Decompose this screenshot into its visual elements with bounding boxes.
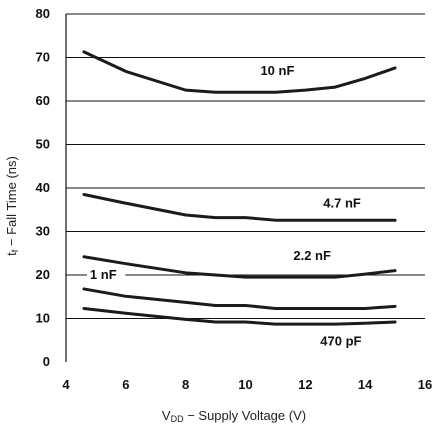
y-axis-label-sub: f [10,249,20,252]
y-tick-label-50: 50 [36,137,50,152]
y-tick-label-20: 20 [36,267,50,282]
y-axis-label-rest: − Fall Time (ns) [4,156,19,250]
series-layer [82,50,397,326]
y-tick-label-80: 80 [36,6,50,21]
series-label-bg-470-pf [317,333,371,350]
y-tick-label-60: 60 [36,93,50,108]
y-tick-label-0: 0 [43,354,50,369]
x-tick-label-6: 6 [122,377,129,392]
tick-label-layer: 0 10 20 30 40 50 60 70 80 4 6 8 10 12 14 16 [36,6,433,392]
series-label-47-nf: 4.7 nF [323,196,361,211]
series-line-47-nf [82,193,397,222]
y-tick-label-40: 40 [36,180,50,195]
series-label-1-nf: 1 nF [90,267,117,282]
x-axis-label-rest: − Supply Voltage (V) [184,408,307,423]
x-axis-label: VDD − Supply Voltage (V) [162,408,306,424]
x-axis-label-main: V [162,408,171,423]
series-label-layer: 10 nF 4.7 nF 2.2 nF 1 nF 470 pF [86,62,374,350]
x-tick-label-4: 4 [62,377,70,392]
x-tick-label-12: 12 [298,377,312,392]
y-tick-label-70: 70 [36,50,50,65]
x-axis-label-sub: DD [171,414,184,424]
series-line-1-nf [82,287,397,310]
grid-layer [66,13,425,319]
series-label-10-nf: 10 nF [260,63,294,78]
x-tick-label-10: 10 [238,377,252,392]
series-label-bg-10-nf [257,62,304,79]
x-tick-label-8: 8 [182,377,189,392]
y-tick-label-10: 10 [36,311,50,326]
y-tick-label-30: 30 [36,224,50,239]
series-label-470-pf: 470 pF [320,333,361,348]
y-axis-label-main: t [4,252,19,256]
series-label-bg-47-nf [320,195,374,212]
series-line-10-nf [82,50,397,94]
series-label-bg-22-nf [290,247,344,264]
x-tick-label-16: 16 [418,377,432,392]
series-label-bg-1-nf [86,266,126,283]
series-line-22-nf [82,255,397,279]
x-tick-label-14: 14 [358,377,373,392]
y-axis-label: tf − Fall Time (ns) [4,156,20,256]
series-line-470-pf [82,307,397,326]
series-label-22-nf: 2.2 nF [293,248,331,263]
